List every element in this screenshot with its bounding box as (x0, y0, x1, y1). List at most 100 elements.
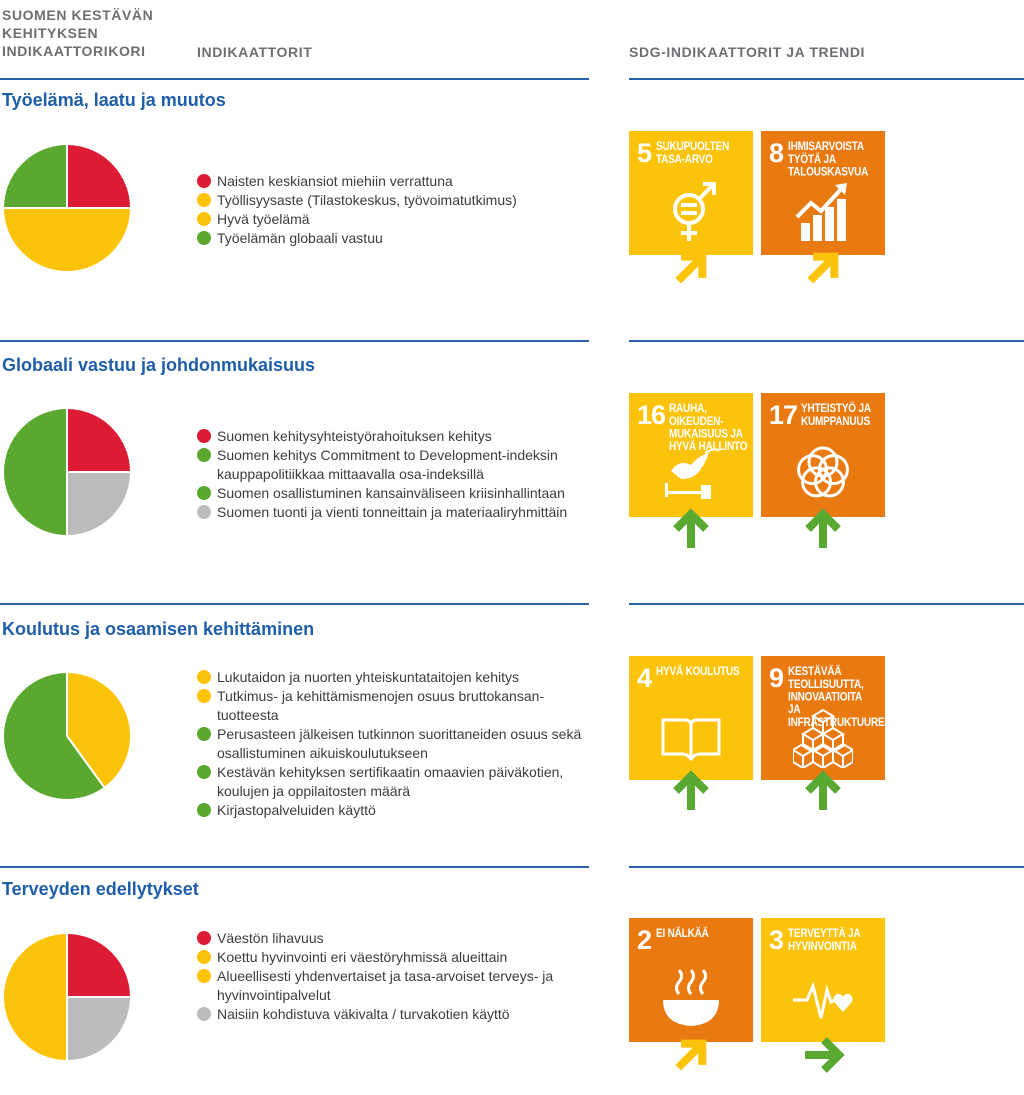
section-divider-left (0, 866, 589, 868)
indicator-item: Suomen tuonti ja vienti tonneittain ja m… (197, 503, 602, 522)
section-divider-right (629, 603, 1024, 605)
indicator-pie-chart (2, 407, 132, 537)
indicator-item: Suomen kehitys Commitment to Development… (197, 446, 602, 484)
pie-slice-yellow (2, 207, 132, 273)
indicator-text: Suomen tuonti ja vienti tonneittain ja m… (217, 504, 568, 520)
indicator-item: Lukutaidon ja nuorten yhteiskuntataitoje… (197, 668, 602, 687)
column-header-sdg-trend: SDG-INDIKAATTORIT JA TRENDI (629, 44, 866, 60)
indicator-item: Työllisyysaste (Tilastokeskus, työvoimat… (197, 191, 602, 210)
column-header-indicator-basket: SUOMEN KESTÄVÄN KEHITYKSEN INDIKAATTORIK… (2, 7, 154, 59)
sdg-label: TERVEYTTÄ JA HYVINVOINTIA (788, 928, 861, 954)
indicator-item: Suomen kehitysyhteistyörahoituksen kehit… (197, 427, 602, 446)
indicator-item: Hyvä työelämä (197, 210, 602, 229)
dove-gavel-icon (665, 448, 720, 499)
pie-slice-gray (66, 471, 132, 537)
sdg-goal-17-tile: 17 YHTEISTYÖ JA KUMPPANUUS (761, 393, 885, 517)
indicator-list: Lukutaidon ja nuorten yhteiskuntataitoje… (197, 668, 602, 820)
indicator-item: Koettu hyvinvointi eri väestöryhmissä al… (197, 948, 602, 967)
sdg-goal-9-tile: 9 KESTÄVÄÄ TEOLLISUUTTA, INNOVAATIOITA JA… (761, 656, 897, 780)
indicator-item: Tutkimus- ja kehittämismenojen osuus bru… (197, 687, 602, 725)
indicator-item: Väestön lihavuus (197, 929, 602, 948)
status-dot-yellow (197, 950, 211, 964)
pie-slice-gray (66, 996, 132, 1062)
sdg-goal-2-tile: 2 EI NÄLKÄÄ (629, 918, 753, 1042)
sdg-number: 5 (637, 138, 652, 168)
section-title: Työelämä, laatu ja muutos (2, 90, 226, 110)
status-dot-green (197, 231, 211, 245)
indicator-item: Naisiin kohdistuva väkivalta / turvakoti… (197, 1005, 602, 1024)
status-dot-green (197, 765, 211, 779)
indicator-item: Työelämän globaali vastuu (197, 229, 602, 248)
sdg-label: YHTEISTYÖ JA KUMPPANUUS (801, 403, 871, 429)
pie-slice-red (66, 407, 132, 473)
indicator-text: Koettu hyvinvointi eri väestöryhmissä al… (217, 949, 508, 965)
growth-chart-icon (795, 183, 847, 241)
pie-slice-red (66, 932, 132, 998)
indicator-text: Kestävän kehityksen sertifikaatin omaavi… (217, 764, 564, 799)
cubes-icon (793, 708, 853, 768)
indicator-list: Väestön lihavuus Koettu hyvinvointi eri v… (197, 929, 602, 1024)
indicator-item: Kirjastopalveluiden käyttö (197, 801, 602, 820)
sdg-number: 16 (637, 400, 666, 430)
indicator-text: Lukutaidon ja nuorten yhteiskuntataitoje… (217, 669, 519, 685)
pie-slice-green (2, 671, 107, 801)
indicator-text: Naisiin kohdistuva väkivalta / turvakoti… (217, 1006, 510, 1022)
trend-arrow-up-right-icon (675, 252, 707, 284)
indicator-text: Hyvä työelämä (217, 211, 310, 227)
sdg-label: EI NÄLKÄÄ (656, 928, 709, 941)
sdg-goal-8-tile: 8 IHMISARVOISTA TYÖTÄ JA TALOUSKASVUA (761, 131, 885, 255)
trend-arrow-up-icon (673, 770, 709, 810)
sdg-label: IHMISARVOISTA TYÖTÄ JA TALOUSKASVUA (788, 141, 869, 179)
pie-slice-green (2, 407, 68, 537)
indicator-text: Työelämän globaali vastuu (217, 230, 383, 246)
sdg-goal-3-tile: 3 TERVEYTTÄ JA HYVINVOINTIA (761, 918, 885, 1042)
section-divider-right (629, 866, 1024, 868)
indicator-text: Väestön lihavuus (217, 930, 324, 946)
status-dot-gray (197, 1007, 211, 1021)
section-title: Globaali vastuu ja johdonmukaisuus (2, 355, 316, 375)
section-divider-right (629, 78, 1024, 80)
indicator-text: Kirjastopalveluiden käyttö (217, 802, 376, 818)
status-dot-green (197, 448, 211, 462)
indicator-list: Naisten keskiansiot miehiin verrattuna Ty… (197, 172, 602, 248)
section-title: Terveyden edellytykset (2, 879, 199, 899)
status-dot-red (197, 174, 211, 188)
sdg-number: 4 (637, 663, 652, 693)
status-dot-green (197, 486, 211, 500)
pie-slice-green (2, 143, 68, 209)
indicator-item: Naisten keskiansiot miehiin verrattuna (197, 172, 602, 191)
sdg-goal-16-tile: 16 RAUHA, OIKEUDEN-MUKAISUUS JA HYVÄ HALL… (629, 393, 753, 517)
indicator-text: Suomen osallistuminen kansainväliseen kr… (217, 485, 565, 501)
status-dot-green (197, 803, 211, 817)
heartbeat-icon (793, 981, 853, 1019)
status-dot-gray (197, 505, 211, 519)
indicator-pie-chart (2, 143, 132, 273)
section-title: Koulutus ja osaamisen kehittäminen (2, 619, 315, 639)
indicator-item: Suomen osallistuminen kansainväliseen kr… (197, 484, 602, 503)
status-dot-yellow (197, 193, 211, 207)
section-divider-right (629, 340, 1024, 342)
status-dot-red (197, 931, 211, 945)
pie-slice-red (66, 143, 132, 209)
trend-arrow-up-icon (673, 508, 709, 548)
sdg-label: KESTÄVÄÄ TEOLLISUUTTA, INNOVAATIOITA JA … (788, 666, 897, 730)
indicator-item: Perusasteen jälkeisen tutkinnon suoritta… (197, 725, 602, 763)
status-dot-yellow (197, 670, 211, 684)
indicator-list: Suomen kehitysyhteistyörahoituksen kehit… (197, 427, 602, 522)
status-dot-red (197, 429, 211, 443)
sdg-goal-4-tile: 4 HYVÄ KOULUTUS (629, 656, 753, 780)
food-bowl-icon (663, 969, 719, 1026)
sdg-number: 2 (637, 925, 652, 955)
sdg-label: SUKUPUOLTEN TASA-ARVO (656, 141, 730, 167)
trend-arrow-up-icon (805, 508, 841, 548)
sdg-number: 9 (769, 663, 784, 693)
indicator-pie-chart (2, 932, 132, 1062)
sdg-goal-5-tile: 5 SUKUPUOLTEN TASA-ARVO (629, 131, 753, 255)
indicator-text: Työllisyysaste (Tilastokeskus, työvoimat… (217, 192, 517, 208)
trend-arrow-up-icon (805, 770, 841, 810)
status-dot-green (197, 727, 211, 741)
status-dot-yellow (197, 969, 211, 983)
section-divider-left (0, 603, 589, 605)
sdg-number: 3 (769, 925, 784, 955)
sdg-label: HYVÄ KOULUTUS (656, 666, 740, 679)
